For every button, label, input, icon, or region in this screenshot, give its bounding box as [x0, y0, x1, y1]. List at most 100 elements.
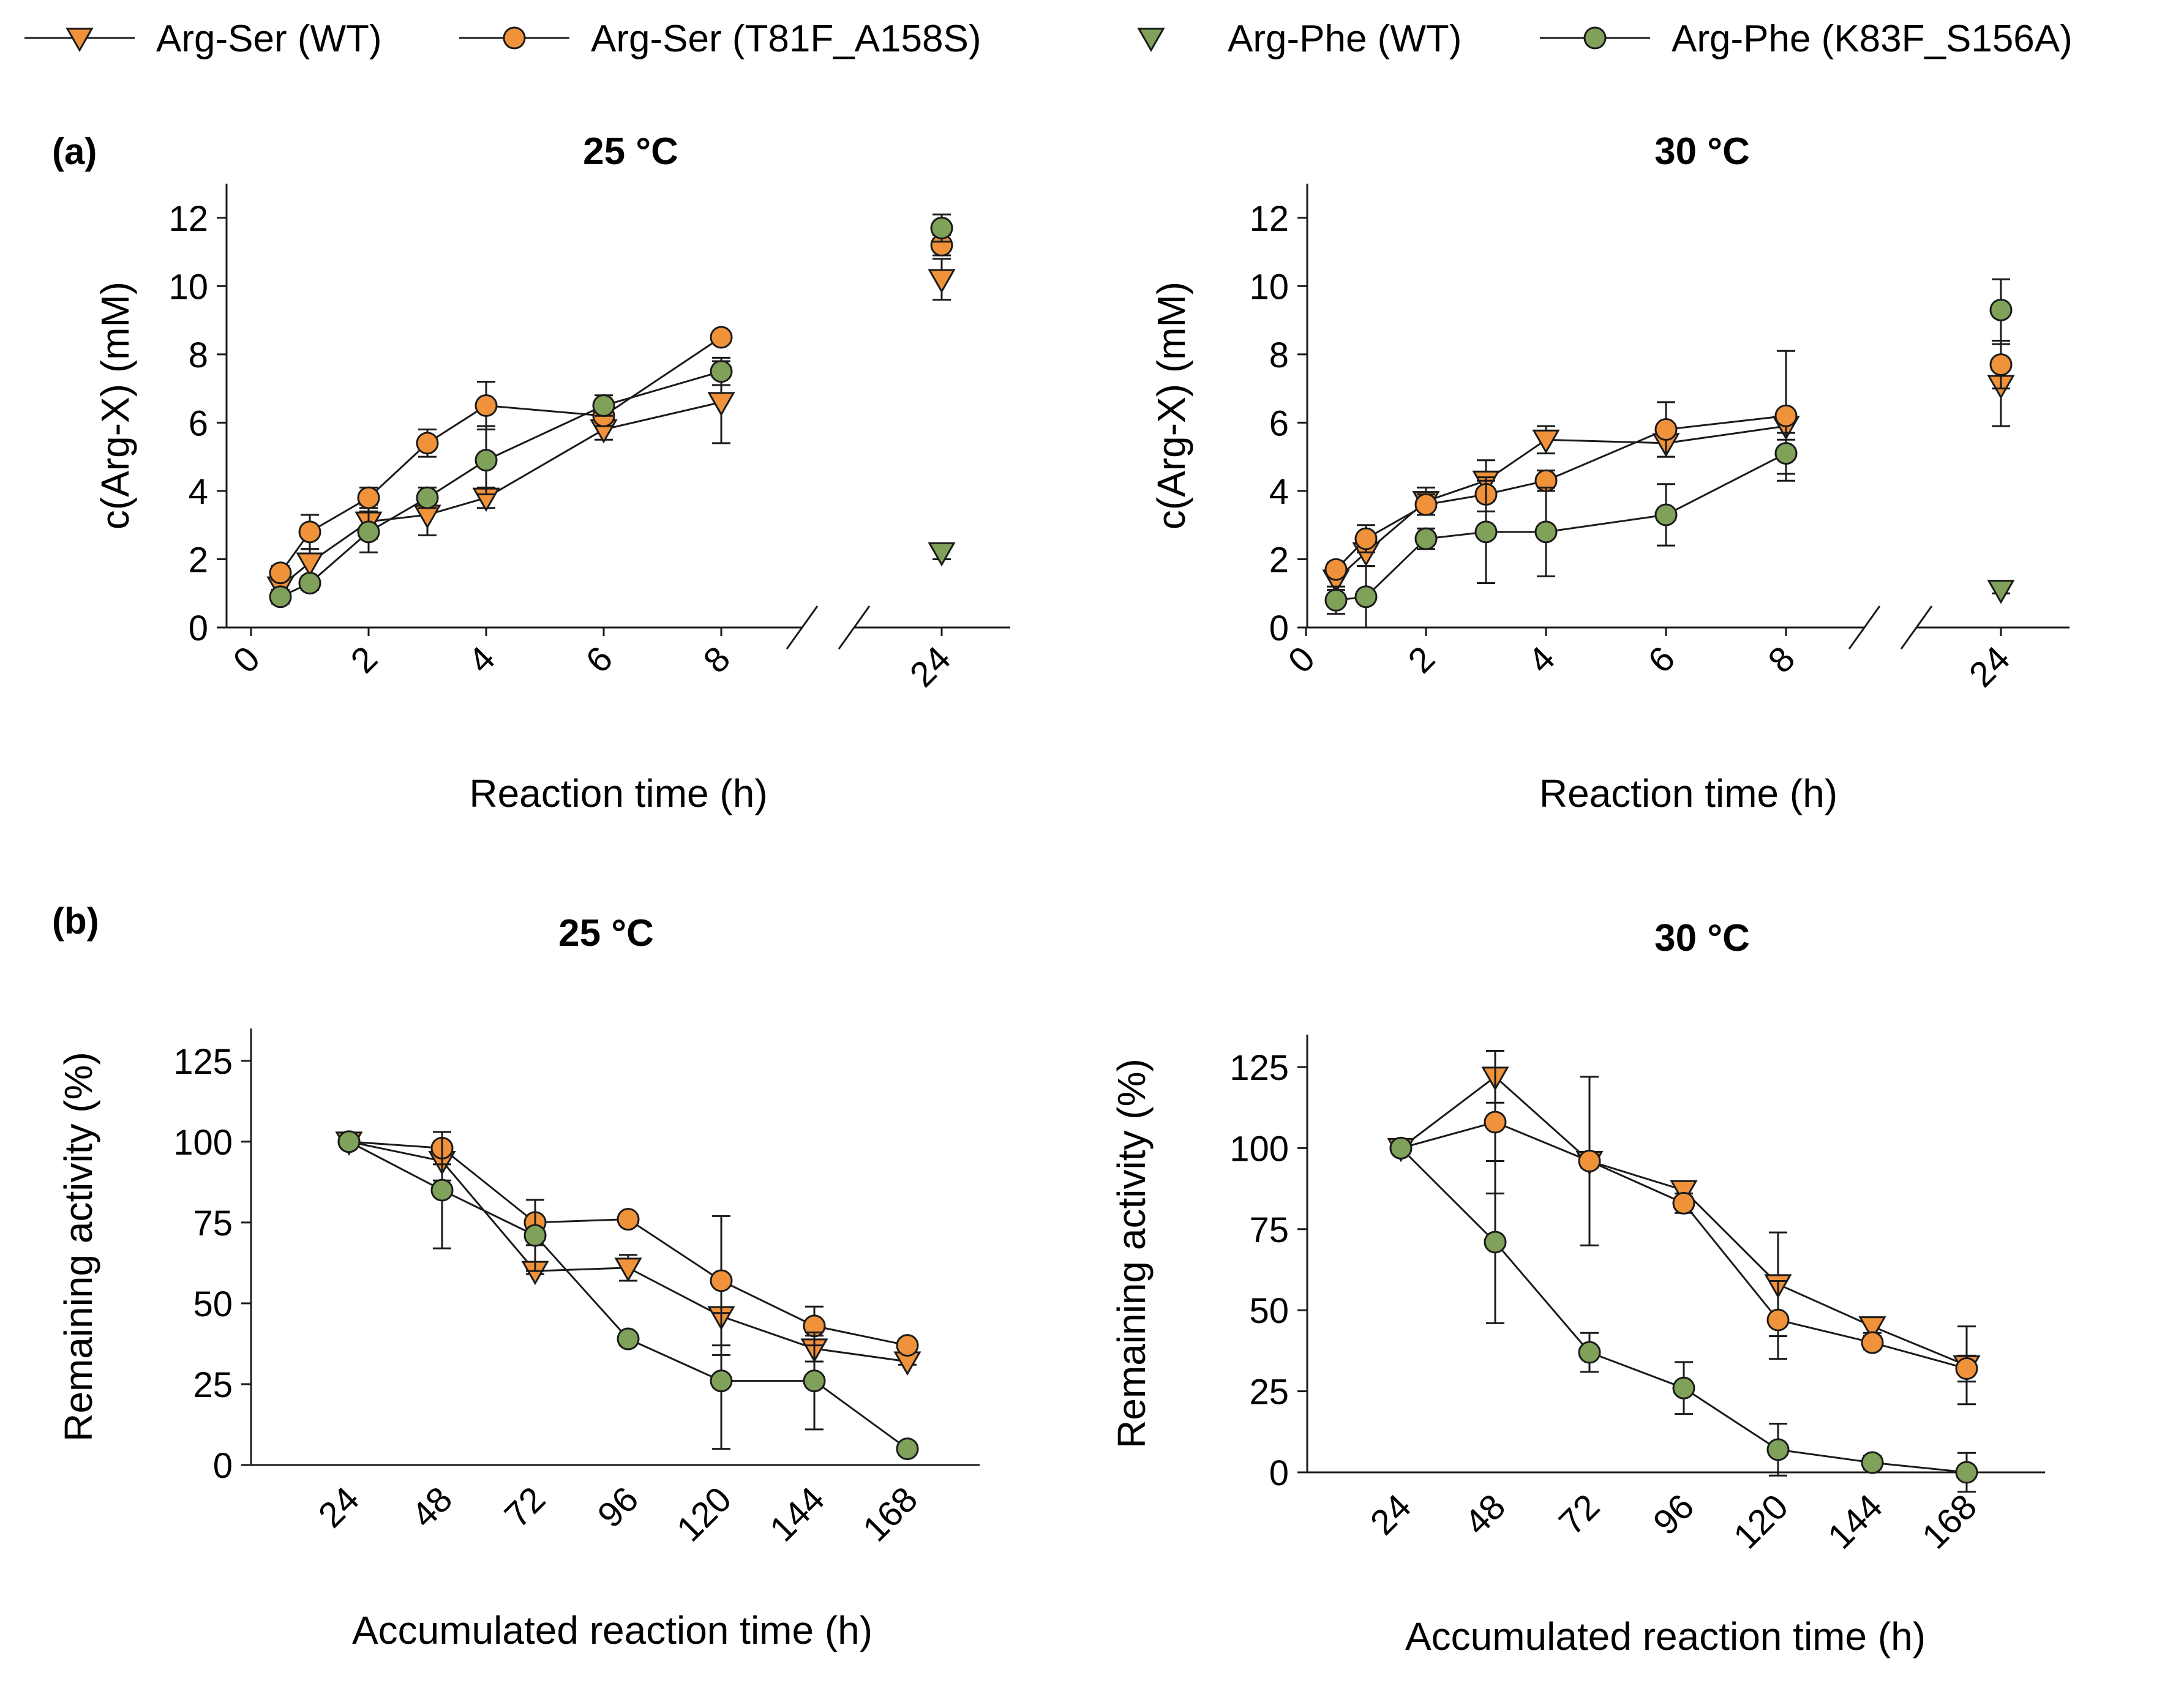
data-point: [269, 561, 292, 585]
y-tick-label: 4: [189, 472, 208, 512]
x-tick-label: 6: [1640, 639, 1683, 681]
data-point: [928, 542, 956, 567]
data-point: [337, 1130, 361, 1153]
series-arg-phe-k83f-s156a: [269, 213, 953, 609]
chart-title: 25 °C: [583, 130, 678, 173]
legend-item-arg-ser-t81f-a158s: Arg-Ser (T81F_A158S): [459, 18, 981, 60]
data-point: [1578, 1341, 1601, 1364]
data-point: [1987, 580, 2015, 604]
y-tick-label: 125: [1229, 1048, 1289, 1088]
data-point: [1672, 1191, 1695, 1215]
data-point: [930, 217, 953, 239]
x-tick-label: 8: [1760, 639, 1803, 681]
data-point: [1532, 429, 1560, 454]
series-arg-phe-k83f-s156a: [337, 1130, 919, 1461]
y-tick-label: 100: [1229, 1129, 1289, 1169]
y-axis-label: Remaining activity (%): [1109, 1058, 1154, 1448]
data-point: [523, 1224, 547, 1247]
data-point: [896, 1334, 919, 1357]
x-tick-label: 48: [1457, 1486, 1514, 1543]
data-point: [298, 520, 321, 544]
series-line: [280, 401, 722, 588]
data-point: [1766, 1308, 1790, 1332]
data-point: [416, 432, 439, 455]
data-point: [928, 269, 956, 294]
series-line: [1335, 425, 1787, 581]
y-tick-label: 50: [1249, 1291, 1289, 1331]
legend: Arg-Ser (WT) Arg-Ser (T81F_A158S) Arg-Phe …: [24, 18, 2073, 60]
y-tick-label: 25: [1249, 1373, 1289, 1412]
data-point: [710, 1369, 733, 1393]
data-point: [1989, 298, 2013, 321]
y-tick-label: 2: [1269, 540, 1289, 580]
series-arg-ser-wt: [266, 258, 956, 601]
x-tick-label: 8: [696, 639, 738, 681]
chart-title: 30 °C: [1654, 917, 1750, 959]
data-point: [710, 1269, 733, 1292]
y-tick-label: 12: [1249, 199, 1289, 239]
series-arg-phe-k83f-s156a: [1324, 278, 2013, 629]
x-tick-label: 120: [669, 1479, 739, 1549]
data-point: [1534, 520, 1558, 544]
data-point: [475, 449, 498, 472]
data-point: [1654, 418, 1678, 441]
series-arg-ser-wt: [1322, 343, 2015, 594]
data-point: [1989, 353, 2013, 377]
legend-label: Arg-Phe (K83F_S156A): [1672, 18, 2073, 60]
data-point: [707, 392, 735, 416]
data-point: [1474, 520, 1498, 544]
data-point: [1861, 1331, 1884, 1354]
y-tick-label: 4: [1269, 472, 1289, 512]
data-point: [416, 486, 439, 509]
y-tick-label: 10: [168, 267, 208, 307]
x-tick-label: 168: [1915, 1486, 1984, 1556]
y-tick-label: 10: [1249, 267, 1289, 307]
legend-item-arg-phe-k83f-s156a: Arg-Phe (K83F_S156A): [1540, 18, 2073, 60]
legend-item-arg-ser-wt: Arg-Ser (WT): [24, 18, 382, 60]
data-point: [298, 572, 321, 594]
data-point: [710, 326, 733, 349]
series-arg-ser-t81f-a158s: [337, 1130, 919, 1357]
series-arg-phe-wt: [1987, 580, 2015, 604]
data-point: [1955, 1357, 1978, 1381]
series-line: [1335, 452, 1787, 601]
x-tick-label: 4: [460, 639, 503, 681]
data-point: [1414, 527, 1438, 550]
data-point: [1484, 1111, 1507, 1134]
legend-item-arg-phe-wt: Arg-Phe (WT): [1137, 18, 1462, 60]
legend-label: Arg-Phe (WT): [1228, 18, 1462, 60]
x-tick-label: 168: [855, 1479, 925, 1549]
data-point: [1354, 527, 1378, 550]
y-tick-label: 8: [189, 335, 208, 375]
axis-break-mark: [1900, 605, 1933, 650]
data-point: [1955, 1461, 1978, 1484]
x-tick-label: 24: [1363, 1486, 1419, 1543]
data-point: [1389, 1136, 1413, 1160]
y-tick-label: 0: [189, 609, 208, 648]
x-tick-label: 6: [578, 639, 620, 681]
data-point: [592, 394, 615, 417]
data-point: [617, 1327, 640, 1351]
x-tick-label: 96: [590, 1479, 647, 1535]
data-point: [1414, 493, 1438, 516]
x-tick-label: 2: [343, 639, 385, 681]
panel-label-a: (a): [52, 131, 97, 172]
data-point: [1858, 1316, 1886, 1341]
x-axis-label: Reaction time (h): [469, 771, 767, 815]
y-axis-label: Remaining activity (%): [56, 1052, 100, 1442]
x-tick-label: 24: [311, 1479, 367, 1535]
data-point: [617, 1208, 640, 1231]
data-point: [1324, 588, 1348, 612]
data-point: [1774, 442, 1798, 465]
y-tick-label: 6: [189, 403, 208, 443]
legend-marker: [66, 28, 94, 53]
y-tick-label: 0: [1269, 609, 1289, 648]
data-point: [710, 360, 733, 383]
data-point: [430, 1178, 454, 1202]
y-tick-label: 6: [1269, 403, 1289, 443]
series-arg-phe-wt: [928, 542, 956, 567]
data-point: [1766, 1438, 1790, 1461]
chart-b-25c: 25 °C 0 25 50 75 100 125 24 48 72 96 120 144 168 Accum…: [56, 912, 980, 1652]
